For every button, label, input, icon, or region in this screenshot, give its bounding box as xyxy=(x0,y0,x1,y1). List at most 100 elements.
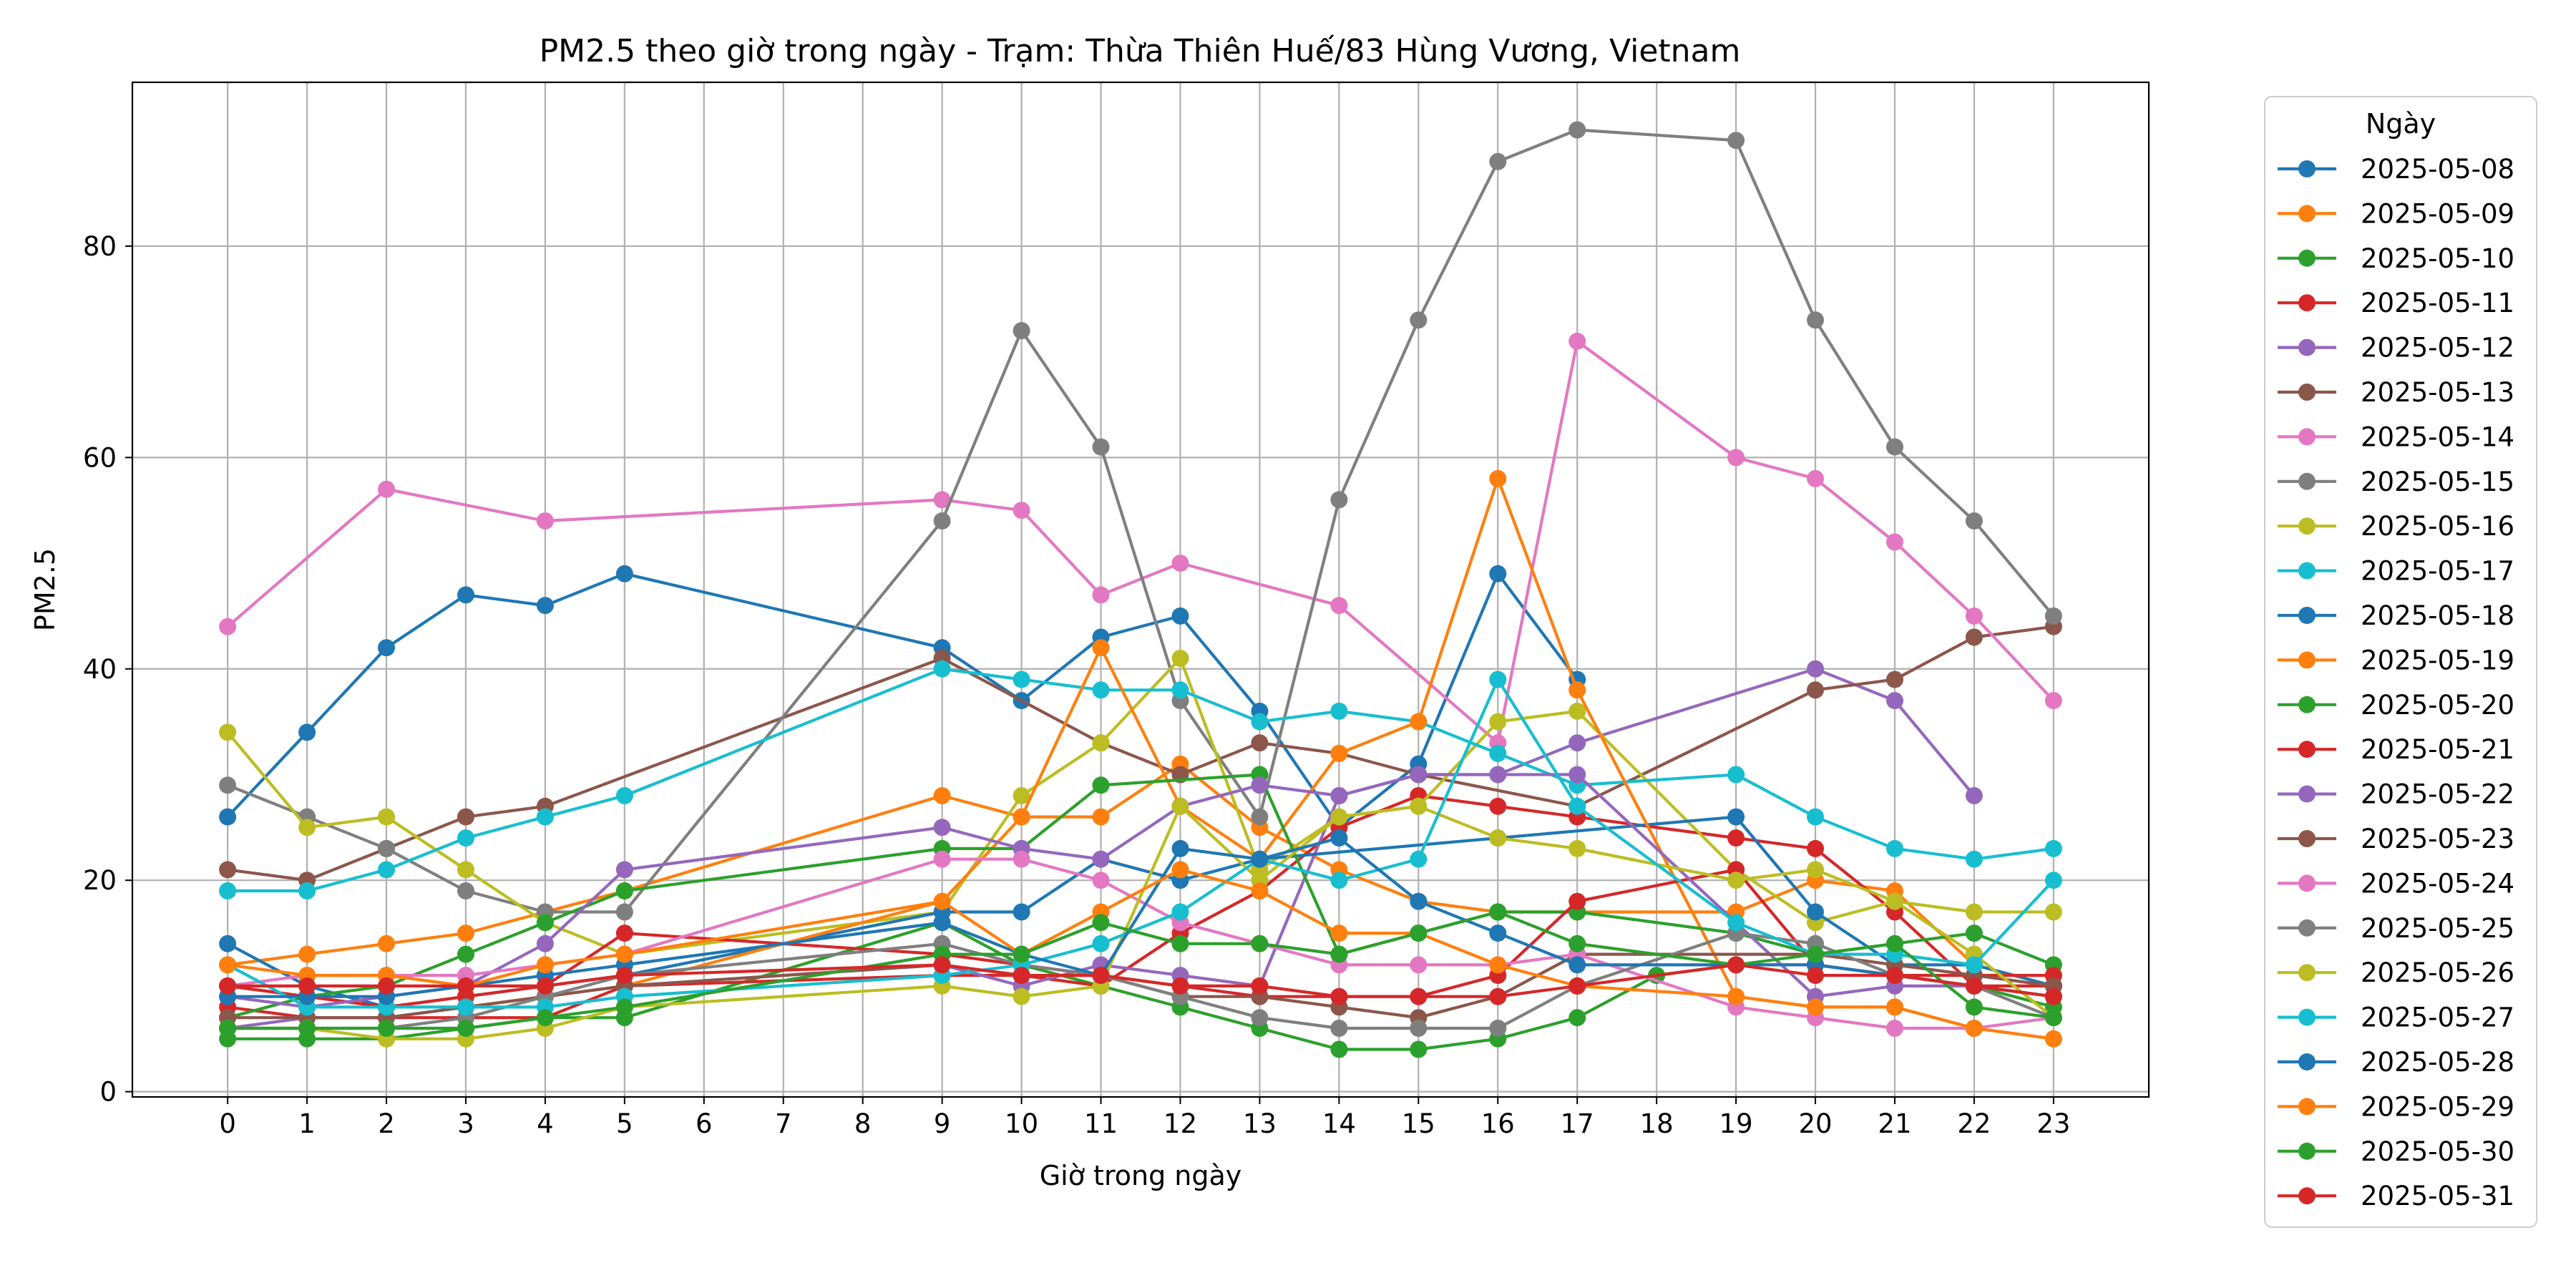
data-point xyxy=(298,977,316,995)
legend-swatch-marker xyxy=(2298,517,2316,535)
data-point xyxy=(1093,639,1110,656)
x-tick-label: 14 xyxy=(1322,1108,1356,1139)
data-point xyxy=(1886,534,1903,551)
data-point xyxy=(1410,988,1427,1005)
data-point xyxy=(1251,713,1268,731)
data-point xyxy=(1330,745,1347,762)
data-point xyxy=(616,787,633,804)
data-point xyxy=(2045,692,2062,709)
legend-swatch-marker xyxy=(2298,741,2316,758)
data-point xyxy=(1330,787,1347,804)
data-point xyxy=(537,597,554,614)
legend-label: 2025-05-16 xyxy=(2361,511,2514,542)
data-point xyxy=(1568,703,1586,720)
data-point xyxy=(934,660,951,678)
data-point xyxy=(1807,861,1824,878)
data-point xyxy=(1568,935,1586,952)
data-point xyxy=(457,586,474,603)
data-point xyxy=(934,893,951,910)
y-tick-label: 20 xyxy=(83,865,117,896)
x-tick-label: 12 xyxy=(1163,1108,1197,1139)
y-axis-label: PM2.5 xyxy=(29,548,61,631)
data-point xyxy=(1727,449,1745,466)
data-point xyxy=(1489,745,1506,762)
data-point xyxy=(537,809,554,826)
x-tick-label: 13 xyxy=(1243,1108,1277,1139)
data-point xyxy=(1410,924,1427,942)
data-point xyxy=(537,914,554,931)
legend-title: Ngày xyxy=(2366,108,2436,140)
legend-swatch-marker xyxy=(2298,1053,2316,1070)
data-point xyxy=(1410,713,1427,731)
data-point xyxy=(616,882,633,899)
data-point xyxy=(1568,681,1586,698)
legend-label: 2025-05-23 xyxy=(2361,824,2514,854)
data-point xyxy=(537,512,554,530)
data-point xyxy=(1410,1020,1427,1037)
legend-swatch-marker xyxy=(2298,964,2316,981)
legend-label: 2025-05-11 xyxy=(2361,288,2514,318)
data-point xyxy=(1330,924,1347,942)
data-point xyxy=(616,924,633,942)
data-point xyxy=(1568,840,1586,857)
data-point xyxy=(1568,1009,1586,1026)
data-point xyxy=(2045,1009,2062,1026)
data-point xyxy=(1568,977,1586,995)
data-point xyxy=(1727,956,1745,973)
legend-swatch-marker xyxy=(2298,205,2316,222)
data-point xyxy=(457,861,474,878)
data-point xyxy=(1568,798,1586,815)
legend-label: 2025-05-22 xyxy=(2361,779,2514,810)
x-tick-label: 7 xyxy=(775,1108,792,1139)
data-point xyxy=(616,565,633,582)
data-point xyxy=(616,904,633,921)
data-point xyxy=(1330,597,1347,614)
legend-swatch-marker xyxy=(2298,384,2316,401)
legend-swatch-marker xyxy=(2298,1009,2316,1026)
x-tick-label: 2 xyxy=(378,1108,395,1139)
data-point xyxy=(1489,829,1506,847)
data-point xyxy=(1013,502,1030,519)
data-point xyxy=(1489,924,1506,942)
data-point xyxy=(537,956,554,973)
data-point xyxy=(1966,787,1983,804)
legend-swatch-marker xyxy=(2298,607,2316,624)
legend-swatch-marker xyxy=(2298,294,2316,311)
data-point xyxy=(1807,998,1824,1015)
legend-swatch-marker xyxy=(2298,562,2316,580)
x-tick-label: 22 xyxy=(1957,1108,1991,1139)
data-point xyxy=(1886,967,1903,984)
data-point xyxy=(1886,439,1903,456)
data-point xyxy=(1489,956,1506,973)
legend-swatch-marker xyxy=(2298,339,2316,356)
data-point xyxy=(1251,776,1268,794)
data-point xyxy=(219,956,236,973)
data-point xyxy=(1013,946,1030,963)
data-point xyxy=(1410,311,1427,328)
x-tick-label: 5 xyxy=(616,1108,633,1139)
data-point xyxy=(1886,1020,1903,1037)
data-point xyxy=(1172,840,1189,857)
data-point xyxy=(219,882,236,899)
data-point xyxy=(1966,924,1983,942)
data-point xyxy=(378,809,395,826)
x-tick-label: 3 xyxy=(457,1108,474,1139)
data-point xyxy=(378,1020,395,1037)
data-point xyxy=(934,956,951,973)
data-point xyxy=(1251,1009,1268,1026)
data-point xyxy=(1568,122,1586,139)
data-point xyxy=(1013,988,1030,1005)
data-point xyxy=(1172,650,1189,667)
data-point xyxy=(1093,439,1110,456)
data-point xyxy=(1330,1041,1347,1058)
data-point xyxy=(1013,322,1030,339)
data-point xyxy=(1807,840,1824,857)
x-tick-label: 11 xyxy=(1084,1108,1118,1139)
data-point xyxy=(1172,798,1189,815)
y-tick-label: 60 xyxy=(83,442,117,473)
x-tick-label: 19 xyxy=(1719,1108,1753,1139)
data-point xyxy=(1886,998,1903,1015)
legend-swatch-marker xyxy=(2298,1187,2316,1204)
data-point xyxy=(457,882,474,899)
data-point xyxy=(219,1020,236,1037)
